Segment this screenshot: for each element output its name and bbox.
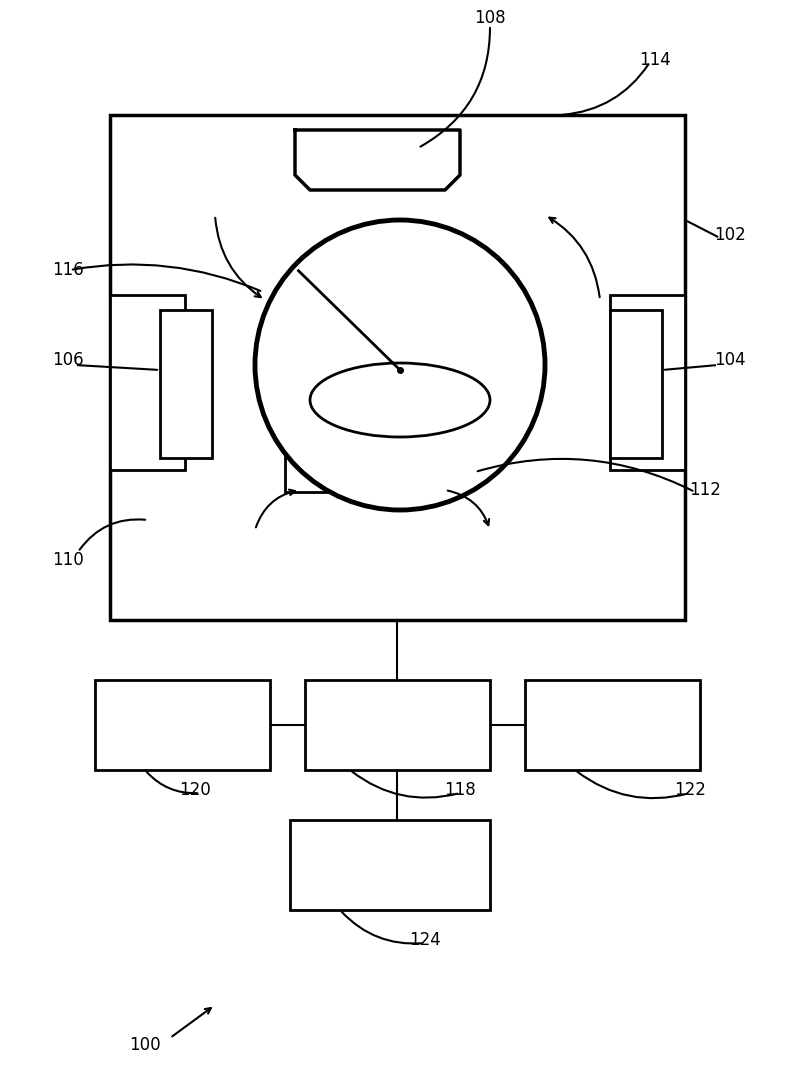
Text: 110: 110: [52, 551, 84, 569]
Bar: [110, 295, 185, 470]
Bar: [610, 310, 662, 458]
Text: 118: 118: [444, 781, 476, 799]
Polygon shape: [295, 130, 460, 190]
Text: 102: 102: [714, 226, 746, 244]
Ellipse shape: [310, 363, 490, 438]
Bar: [110, 115, 685, 619]
Text: 122: 122: [674, 781, 706, 799]
Bar: [290, 820, 490, 910]
Bar: [285, 451, 440, 492]
Text: 112: 112: [689, 481, 721, 499]
Bar: [160, 310, 212, 458]
Text: 106: 106: [52, 351, 84, 369]
Circle shape: [255, 220, 545, 510]
Bar: [305, 680, 490, 770]
Bar: [525, 680, 700, 770]
Text: 114: 114: [639, 51, 671, 69]
Text: 120: 120: [179, 781, 211, 799]
Text: 100: 100: [129, 1036, 161, 1054]
Text: 116: 116: [52, 261, 84, 279]
Bar: [610, 295, 685, 470]
Text: 124: 124: [409, 931, 441, 949]
Text: 108: 108: [474, 9, 506, 27]
Bar: [95, 680, 270, 770]
Text: 104: 104: [714, 351, 746, 369]
